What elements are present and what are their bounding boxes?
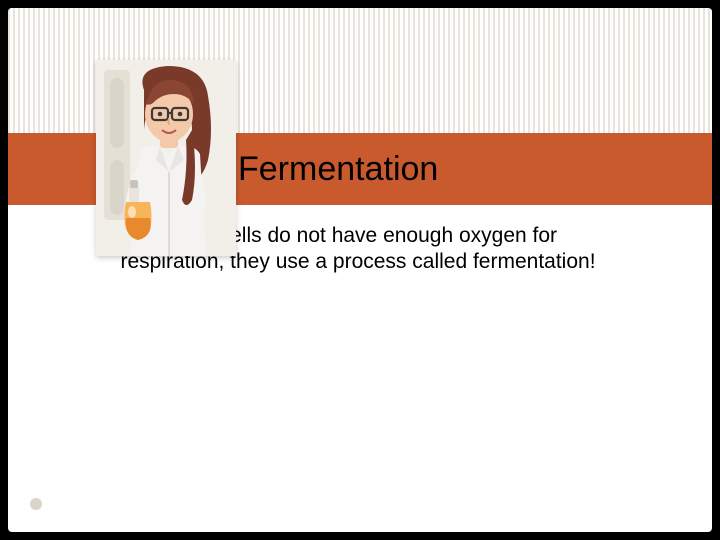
scientist-illustration: [96, 60, 236, 256]
slide-title: Fermentation: [238, 150, 438, 189]
accent-dot: [30, 498, 42, 510]
slide: Fermentation When cells do not have enou…: [8, 8, 712, 532]
scientist-svg: [96, 60, 236, 256]
